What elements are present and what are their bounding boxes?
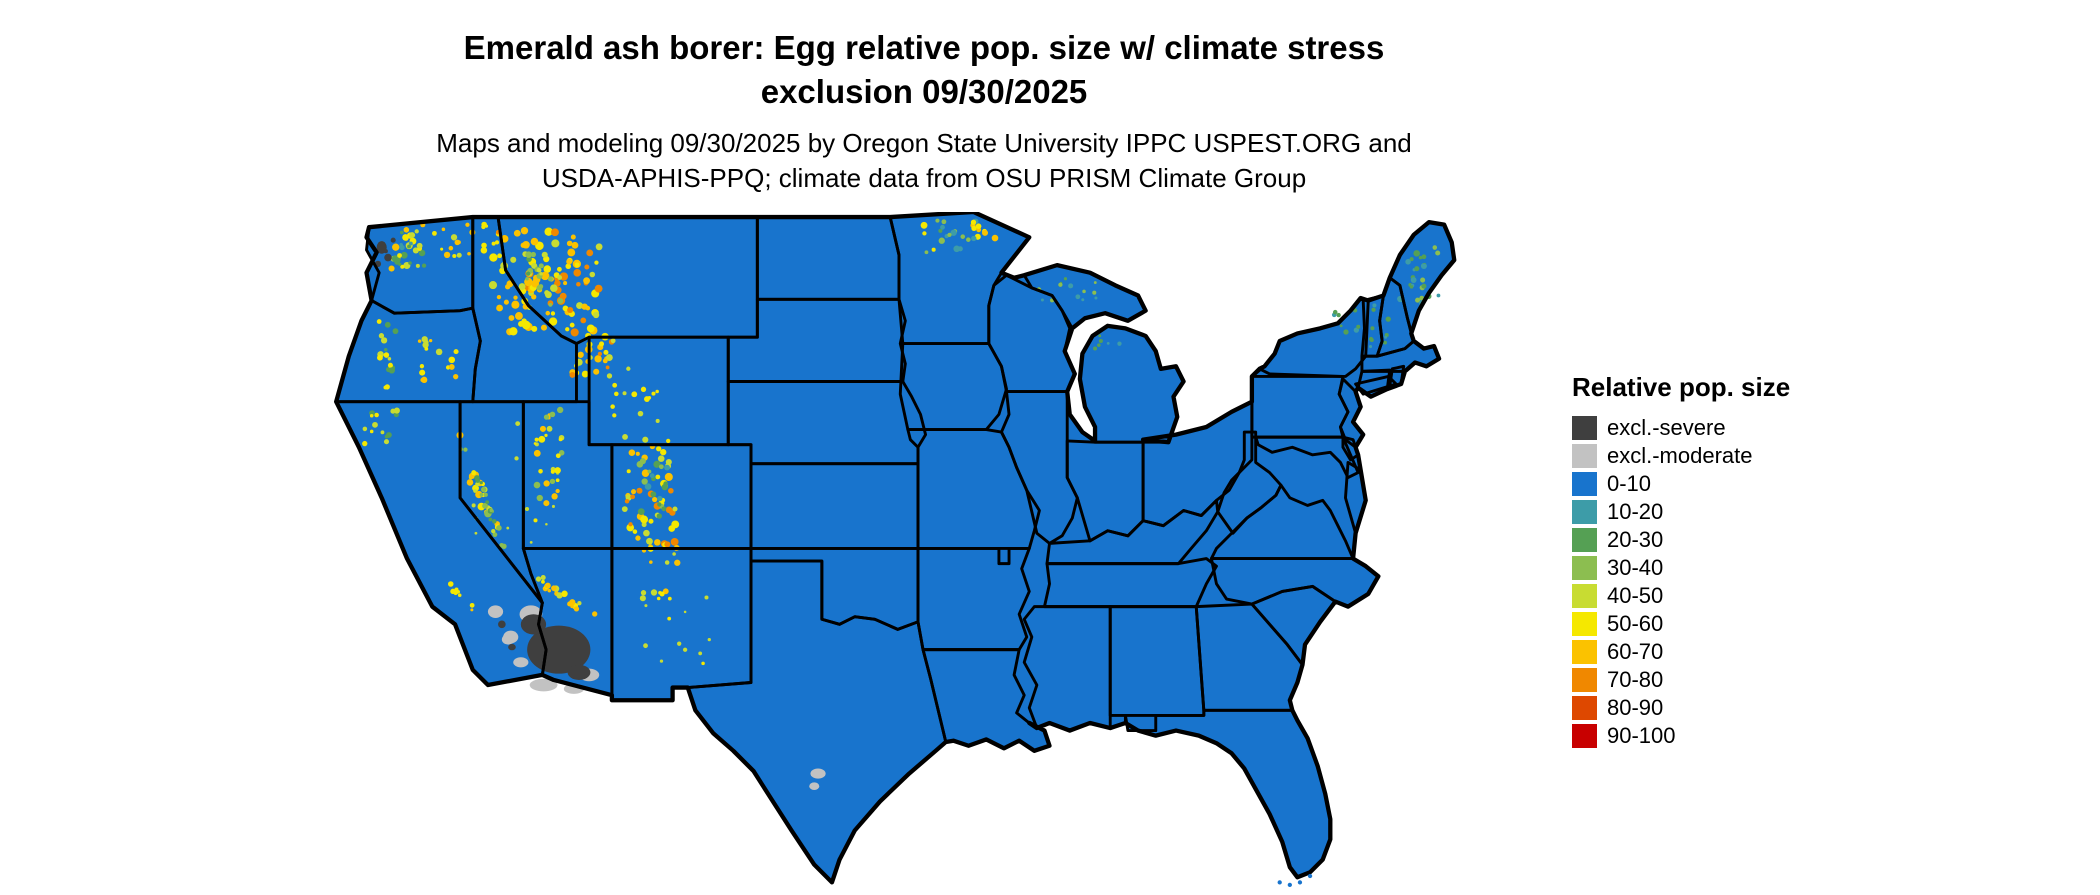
legend-label: 60-70: [1607, 639, 1664, 664]
legend-label: 80-90: [1607, 695, 1664, 720]
title-line-1: Emerald ash borer: Egg relative pop. siz…: [463, 29, 1385, 66]
legend-label: 50-60: [1607, 611, 1664, 636]
state-md: [1254, 435, 1360, 480]
legend-item: excl.-moderate: [1572, 443, 1790, 469]
legend-item: 30-40: [1572, 555, 1790, 581]
legend-label: 0-10: [1607, 471, 1652, 496]
legend-swatch: [1572, 500, 1597, 524]
legend-swatch: [1572, 556, 1597, 580]
legend-swatch: [1572, 724, 1597, 748]
legend-label: excl.-severe: [1607, 415, 1726, 440]
legend-label: 70-80: [1607, 667, 1664, 692]
us-map: [334, 212, 1457, 888]
state-tn: [1043, 557, 1218, 609]
legend-swatch: [1572, 472, 1597, 496]
legend-swatch: [1572, 640, 1597, 664]
legend-swatch: [1572, 696, 1597, 720]
legend-label: 40-50: [1607, 583, 1664, 608]
legend-item: 80-90: [1572, 695, 1790, 721]
legend-swatch: [1572, 612, 1597, 636]
legend-swatch: [1572, 528, 1597, 552]
legend-label: 10-20: [1607, 499, 1664, 524]
florida-keys: [1277, 873, 1313, 888]
legend-swatch: [1572, 444, 1597, 468]
legend-swatch: [1572, 668, 1597, 692]
legend-label: 30-40: [1607, 555, 1664, 580]
subtitle-line-1: Maps and modeling 09/30/2025 by Oregon S…: [436, 128, 1412, 158]
legend-item: 70-80: [1572, 667, 1790, 693]
legend-swatch: [1572, 584, 1597, 608]
legend-title: Relative pop. size: [1572, 372, 1791, 402]
legend-item: 90-100: [1572, 723, 1790, 749]
legend-item: 20-30: [1572, 527, 1790, 553]
legend-items: excl.-severe excl.-moderate 0-10 10-20 20-30…: [1572, 415, 1790, 749]
state-wv: [1216, 430, 1283, 535]
legend: Relative pop. size excl.-severe excl.-mod…: [1572, 372, 1790, 751]
legend-item: 40-50: [1572, 583, 1790, 609]
state-de: [1341, 435, 1360, 462]
population-overlay: [362, 218, 1441, 666]
subtitle-line-2: USDA-APHIS-PPQ; climate data from OSU PR…: [541, 163, 1307, 193]
legend-label: 90-100: [1607, 723, 1676, 748]
legend-swatch: [1572, 416, 1597, 440]
state-ky: [1045, 498, 1220, 566]
state-pa: [1250, 367, 1350, 439]
page-subtitle: Maps and modeling 09/30/2025 by Oregon S…: [0, 126, 1848, 196]
legend-item: excl.-severe: [1572, 415, 1790, 441]
legend-item: 10-20: [1572, 499, 1790, 525]
title-line-2: exclusion 09/30/2025: [760, 73, 1088, 110]
page-title: Emerald ash borer: Egg relative pop. siz…: [0, 26, 1848, 114]
national-border: [334, 212, 1457, 885]
legend-item: 60-70: [1572, 639, 1790, 665]
state-sd: [726, 297, 907, 383]
state-ar: [916, 546, 1031, 652]
legend-item: 0-10: [1572, 471, 1790, 497]
legend-label: 20-30: [1607, 527, 1664, 552]
legend-label: excl.-moderate: [1607, 443, 1753, 468]
legend-item: 50-60: [1572, 611, 1790, 637]
